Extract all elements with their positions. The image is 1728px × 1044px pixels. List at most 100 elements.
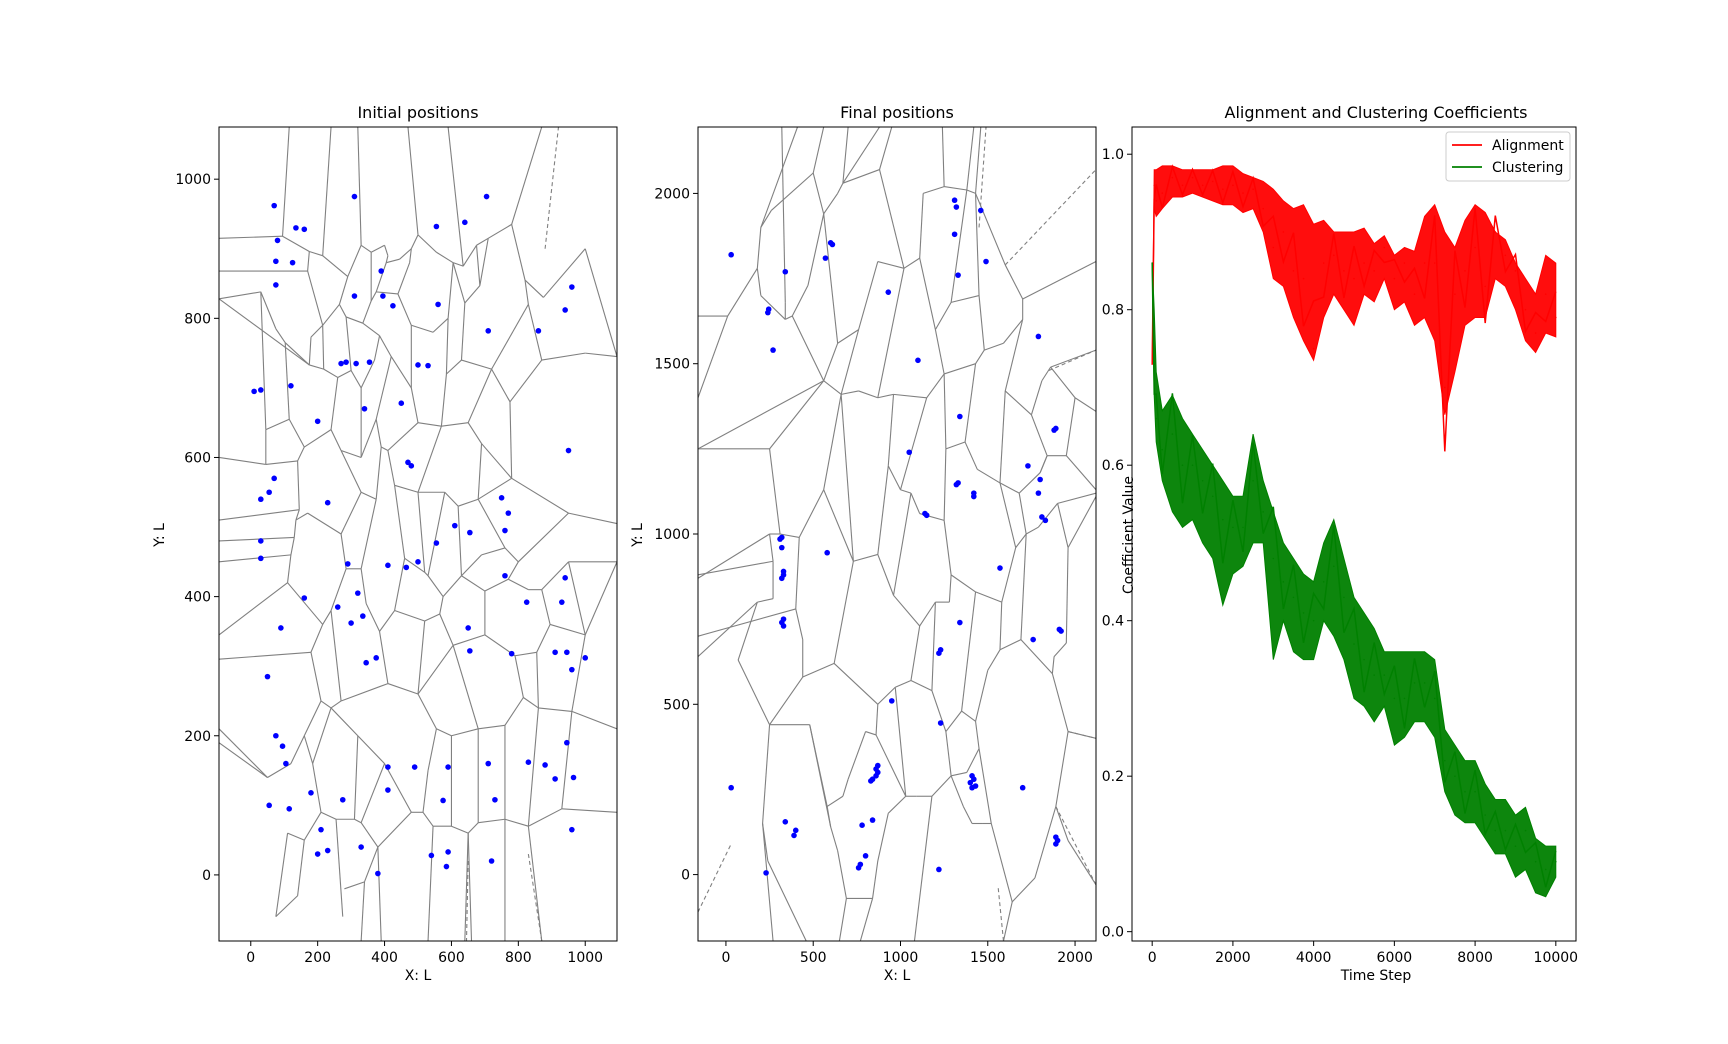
particle-point bbox=[885, 289, 892, 295]
voronoi-edge bbox=[357, 127, 362, 246]
voronoi-edge bbox=[943, 448, 947, 521]
voronoi-edge bbox=[375, 446, 382, 500]
voronoi-edge bbox=[427, 492, 446, 576]
particle-point bbox=[728, 784, 734, 791]
voronoi-edge bbox=[295, 509, 300, 521]
particle-point bbox=[485, 760, 492, 767]
voronoi-edge bbox=[360, 822, 379, 848]
x-tick-label: 800 bbox=[505, 950, 532, 966]
x-tick-label: 0 bbox=[721, 950, 730, 966]
voronoi-edge bbox=[966, 127, 975, 191]
voronoi-edge bbox=[962, 806, 973, 824]
particle-point bbox=[278, 625, 284, 631]
voronoi-edge bbox=[504, 818, 529, 827]
particle-point bbox=[1053, 841, 1059, 847]
voronoi-edge bbox=[1004, 264, 1024, 300]
voronoi-edge bbox=[1065, 547, 1069, 643]
voronoi-edge bbox=[417, 234, 437, 253]
particle-point bbox=[353, 360, 359, 367]
particle-point bbox=[525, 759, 532, 765]
particle-point bbox=[1039, 514, 1045, 520]
x-tick-label: 4000 bbox=[1296, 950, 1332, 966]
particle-point bbox=[770, 347, 776, 353]
alignment-data-point bbox=[1191, 176, 1194, 179]
voronoi-edge bbox=[943, 520, 952, 575]
particle-point bbox=[351, 193, 358, 200]
voronoi-edge bbox=[481, 443, 513, 479]
voronoi-edge bbox=[975, 670, 989, 722]
y-tick-label: 1000 bbox=[175, 172, 211, 188]
voronoi-edge bbox=[541, 589, 551, 625]
voronoi-edge bbox=[362, 322, 380, 337]
voronoi-edge bbox=[770, 172, 814, 211]
alignment-data-point bbox=[1232, 184, 1234, 187]
particle-point bbox=[403, 564, 410, 571]
particle-point bbox=[258, 387, 264, 393]
clustering-data-point bbox=[1393, 697, 1396, 700]
voronoi-edge bbox=[477, 443, 483, 500]
voronoi-edge bbox=[527, 304, 543, 361]
clustering-data-point bbox=[1181, 464, 1184, 466]
voronoi-edge-infinite bbox=[1048, 349, 1096, 372]
particle-point bbox=[348, 620, 354, 626]
voronoi-edge bbox=[892, 493, 912, 596]
voronoi-edge bbox=[417, 693, 437, 730]
alignment-data-point bbox=[1322, 262, 1325, 264]
voronoi-edge bbox=[931, 690, 947, 732]
clustering-data-point bbox=[1272, 557, 1275, 560]
voronoi-edge bbox=[390, 356, 412, 389]
voronoi-edge bbox=[865, 731, 877, 736]
particle-point bbox=[366, 359, 373, 365]
x-tick-label: 0 bbox=[1148, 950, 1157, 966]
voronoi-edge bbox=[384, 763, 412, 813]
voronoi-edge bbox=[875, 734, 907, 797]
voronoi-edge bbox=[360, 568, 367, 604]
voronoi-edge bbox=[467, 368, 493, 423]
clustering-data-point bbox=[1211, 495, 1214, 498]
particle-point bbox=[301, 226, 308, 233]
particle-point bbox=[869, 817, 876, 823]
voronoi-edge bbox=[903, 257, 920, 269]
clustering-data-point bbox=[1413, 682, 1416, 684]
clustering-data-point bbox=[1161, 448, 1164, 451]
voronoi-edge bbox=[350, 370, 362, 389]
voronoi-edge bbox=[410, 234, 419, 249]
voronoi-edge bbox=[1050, 366, 1076, 399]
voronoi-edge bbox=[561, 711, 573, 809]
clustering-data-point bbox=[1222, 518, 1224, 521]
voronoi-edge bbox=[467, 422, 483, 444]
voronoi-edge bbox=[451, 728, 479, 737]
voronoi-edge bbox=[1067, 496, 1096, 548]
voronoi-edge-infinite bbox=[1067, 731, 1096, 739]
alignment-data-point bbox=[1151, 363, 1153, 365]
voronoi-edge bbox=[410, 387, 419, 423]
particle-point bbox=[288, 383, 294, 389]
voronoi-edge bbox=[984, 342, 1004, 351]
voronoi-edge bbox=[464, 285, 481, 304]
clustering-data-point bbox=[1292, 596, 1295, 599]
voronoi-edge bbox=[427, 826, 434, 941]
voronoi-edge bbox=[344, 881, 365, 890]
voronoi-edge bbox=[511, 127, 543, 225]
voronoi-edge bbox=[394, 610, 425, 622]
voronoi-edge bbox=[1067, 840, 1096, 886]
voronoi-edge bbox=[444, 491, 459, 507]
x-tick-label: 600 bbox=[438, 950, 465, 966]
particle-point bbox=[969, 784, 975, 791]
voronoi-edge bbox=[343, 492, 362, 528]
particle-point bbox=[286, 806, 293, 812]
clustering-data-point bbox=[1343, 596, 1345, 599]
voronoi-edge bbox=[585, 352, 617, 358]
voronoi-edge bbox=[303, 812, 322, 841]
x-tick-label: 8000 bbox=[1457, 950, 1493, 966]
voronoi-edge bbox=[439, 596, 444, 615]
voronoi-edge bbox=[961, 591, 977, 712]
particle-point bbox=[343, 359, 349, 365]
clustering-data-point bbox=[1252, 479, 1254, 482]
y-tick-label: 600 bbox=[184, 450, 211, 466]
voronoi-edge bbox=[1039, 455, 1048, 473]
voronoi-edge bbox=[950, 775, 964, 807]
voronoi-edge bbox=[779, 533, 800, 538]
voronoi-edge bbox=[375, 419, 382, 448]
voronoi-edge bbox=[373, 335, 381, 361]
